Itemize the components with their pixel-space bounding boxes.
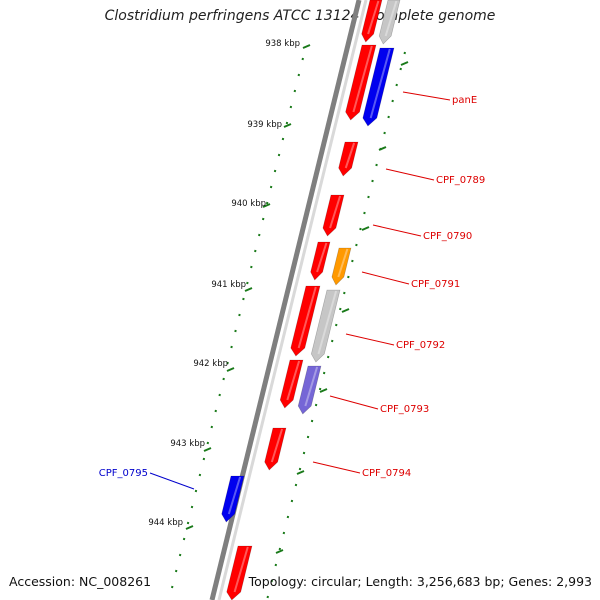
major-tick	[319, 388, 328, 393]
gene-label[interactable]: CPF_0789	[436, 175, 485, 186]
gene-feature[interactable]	[279, 359, 304, 409]
gene-feature[interactable]	[338, 141, 359, 177]
major-tick	[226, 367, 235, 372]
major-tick	[203, 447, 212, 452]
gene-feature[interactable]	[322, 194, 345, 237]
label-leader-line	[329, 395, 379, 410]
topology-text: Topology: circular; Length: 3,256,683 bp…	[248, 574, 592, 589]
major-tick	[400, 61, 409, 66]
scale-label: 938 kbp	[265, 39, 300, 49]
gene-label[interactable]: panE	[452, 95, 477, 106]
major-tick	[185, 525, 194, 530]
major-tick	[275, 549, 284, 554]
label-leader-line	[361, 271, 410, 285]
gene-feature[interactable]	[378, 0, 401, 45]
accession-text: Accession: NC_008261	[9, 574, 152, 589]
gene-feature[interactable]	[264, 427, 287, 471]
scale-label: 941 kbp	[211, 280, 246, 290]
major-tick	[283, 123, 292, 128]
gene-feature[interactable]	[310, 241, 331, 281]
gene-label[interactable]: CPF_0794	[362, 468, 411, 479]
gene-label[interactable]: CPF_0793	[380, 404, 429, 415]
gene-feature[interactable]	[362, 47, 395, 127]
label-leader-line	[372, 224, 422, 237]
gene-labels: panE CPF_0789 CPF_0790 CPF_0791 CPF_0792 CPF_…	[99, 91, 485, 490]
scale-labels: 938 kbp 939 kbp 940 kbp 941 kbp 942 kbp 943 k…	[148, 39, 300, 528]
major-tick	[244, 287, 253, 292]
gene-features	[221, 0, 401, 600]
gene-label[interactable]: CPF_0792	[396, 340, 445, 351]
tick-marks	[171, 44, 409, 599]
scale-label: 944 kbp	[148, 518, 183, 528]
major-tick	[341, 308, 350, 313]
scale-label: 942 kbp	[193, 359, 228, 369]
label-leader-line	[385, 168, 435, 181]
gene-feature[interactable]	[345, 44, 377, 121]
gene-feature[interactable]	[331, 247, 352, 286]
major-tick	[262, 203, 271, 208]
scale-label: 940 kbp	[231, 199, 266, 209]
map-title: Clostridium perfringens ATCC 13124, comp…	[104, 8, 496, 24]
major-tick	[361, 226, 370, 231]
gene-feature[interactable]	[311, 289, 341, 363]
gene-feature[interactable]	[290, 285, 321, 357]
label-leader-line	[402, 91, 451, 101]
label-leader-line	[345, 333, 395, 346]
scale-label: 939 kbp	[247, 120, 282, 130]
scale-label: 943 kbp	[170, 439, 205, 449]
gene-feature[interactable]	[221, 475, 245, 523]
major-tick	[302, 44, 311, 49]
label-leader-line	[312, 461, 361, 474]
major-tick	[378, 146, 387, 151]
label-leader-line	[149, 472, 195, 490]
gene-label[interactable]: CPF_0791	[411, 279, 460, 290]
gene-feature[interactable]	[226, 545, 253, 600]
gene-label[interactable]: CPF_0790	[423, 231, 472, 242]
major-tick	[296, 470, 305, 475]
gene-label[interactable]: CPF_0795	[99, 468, 148, 479]
gene-feature[interactable]	[297, 365, 322, 415]
gene-feature[interactable]	[361, 0, 383, 43]
